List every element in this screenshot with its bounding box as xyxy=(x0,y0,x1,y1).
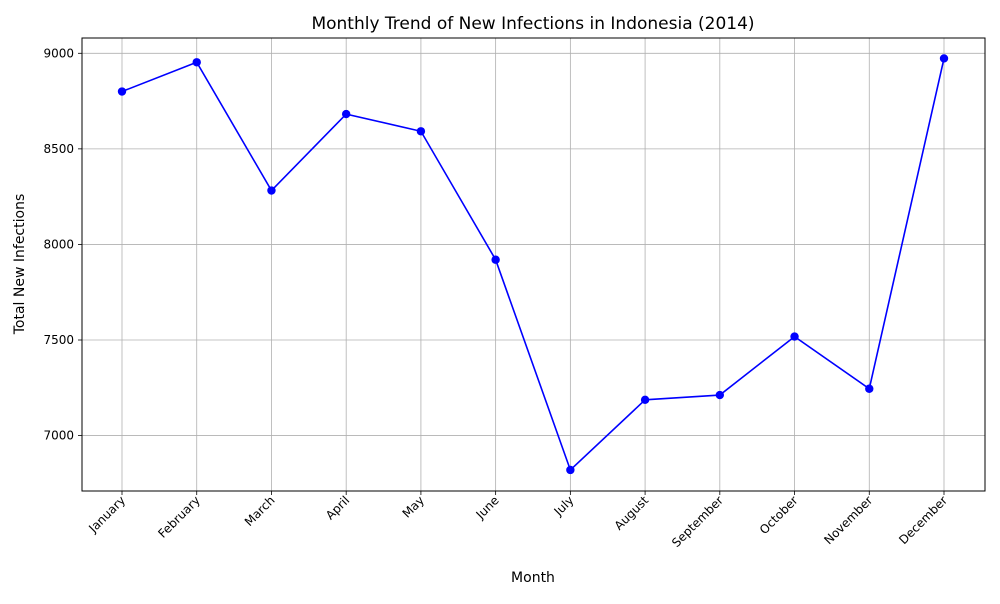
y-tick-label: 8500 xyxy=(43,142,74,156)
x-tick-label: July xyxy=(551,493,577,519)
data-point xyxy=(491,255,500,264)
y-tick-label: 7000 xyxy=(43,429,74,443)
x-tick-label: March xyxy=(242,493,278,529)
x-axis-title: Month xyxy=(511,570,555,586)
x-tick-label: August xyxy=(612,493,652,533)
x-tick-label: November xyxy=(821,493,875,547)
series-layer xyxy=(117,54,949,475)
data-point xyxy=(939,54,949,63)
x-tick-label: September xyxy=(669,493,726,550)
data-point xyxy=(566,465,575,475)
x-tick-label: February xyxy=(155,493,203,541)
data-point xyxy=(267,186,276,195)
y-tick-label: 8000 xyxy=(43,237,74,251)
grid xyxy=(82,38,985,491)
plot-area-frame xyxy=(81,37,986,492)
x-tick-label: June xyxy=(473,493,502,522)
chart-title: Monthly Trend of New Infections in Indon… xyxy=(311,14,754,34)
series-line xyxy=(121,58,945,472)
data-point xyxy=(192,58,201,67)
data-point xyxy=(640,395,650,405)
x-tick-label: April xyxy=(323,493,352,522)
x-tick-label: October xyxy=(757,493,801,537)
x-tick-label: January xyxy=(85,493,128,536)
data-point xyxy=(715,390,725,400)
y-tick-label: 9000 xyxy=(43,46,74,60)
y-tick-label: 7500 xyxy=(43,333,74,347)
data-point xyxy=(416,127,426,136)
x-tick-label: May xyxy=(400,493,427,520)
data-point xyxy=(865,384,874,393)
data-point xyxy=(117,87,127,96)
data-point xyxy=(341,109,351,119)
data-point xyxy=(790,332,799,341)
y-axis-ticks: 7000 7500 8000 8500 9000 xyxy=(43,46,82,443)
y-axis-title: Total New Infections xyxy=(12,194,28,336)
x-tick-label: December xyxy=(896,493,950,547)
x-axis-ticks: January February March April May June July Augu… xyxy=(85,491,950,550)
